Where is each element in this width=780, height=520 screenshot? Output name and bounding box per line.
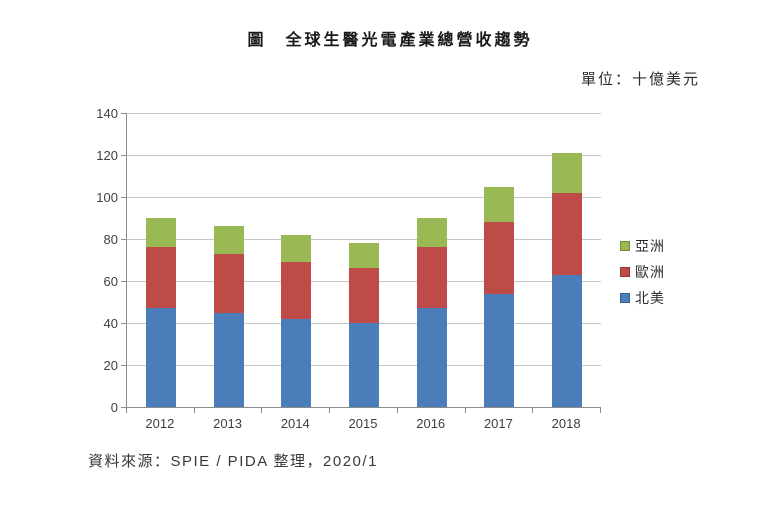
x-tick-label-2014: 2014 — [280, 416, 310, 431]
x-tick-mark-4 — [397, 408, 398, 413]
y-tick-mark-20 — [121, 365, 126, 366]
y-tick-label-40: 40 — [103, 316, 118, 331]
gridline-y80 — [127, 239, 601, 240]
x-tick-mark-0 — [126, 408, 127, 413]
x-tick-label-2016: 2016 — [416, 416, 446, 431]
bar-segment-亞洲-2016 — [416, 218, 447, 248]
y-tick-mark-140 — [121, 113, 126, 114]
gridline-y100 — [127, 197, 601, 198]
legend-item-亞洲: 亞洲 — [620, 233, 665, 259]
bar-segment-亞洲-2017 — [484, 186, 515, 223]
x-tick-mark-2 — [261, 408, 262, 413]
y-tick-label-80: 80 — [103, 232, 118, 247]
unit-label: 單位：十億美元 — [580, 71, 700, 88]
y-tick-label-120: 120 — [96, 148, 118, 163]
bar-segment-歐洲-2013 — [213, 253, 244, 313]
x-tick-label-2018: 2018 — [551, 416, 581, 431]
legend-swatch-icon — [620, 241, 630, 251]
bar-segment-亞洲-2015 — [349, 243, 379, 269]
x-tick-label-2013: 2013 — [213, 416, 243, 431]
legend-label-北美: 北美 — [635, 290, 665, 306]
bar-segment-亞洲-2014 — [281, 234, 312, 263]
chart-legend: 亞洲 歐洲 北美 — [620, 233, 665, 311]
y-tick-label-100: 100 — [96, 190, 118, 205]
y-tick-mark-40 — [121, 323, 126, 324]
gridline-y140 — [127, 113, 601, 114]
bar-segment-歐洲-2017 — [484, 222, 515, 294]
x-tick-mark-5 — [465, 408, 466, 413]
y-tick-label-60: 60 — [103, 274, 118, 289]
bar-segment-北美-2016 — [416, 308, 447, 407]
y-tick-label-0: 0 — [110, 400, 118, 415]
legend-swatch-icon — [620, 293, 630, 303]
bar-segment-北美-2017 — [484, 293, 515, 407]
x-tick-label-2015: 2015 — [348, 416, 378, 431]
bar-segment-歐洲-2018 — [552, 192, 583, 275]
y-tick-mark-0 — [121, 407, 126, 408]
legend-item-北美: 北美 — [620, 285, 665, 311]
y-tick-mark-80 — [121, 239, 126, 240]
plot-area — [126, 113, 601, 408]
source-note: 資料來源：SPIE / PIDA 整理，2020/1 — [88, 453, 378, 470]
bar-segment-亞洲-2012 — [145, 218, 176, 248]
y-tick-mark-100 — [121, 197, 126, 198]
bar-segment-歐洲-2016 — [416, 247, 447, 309]
gridline-y120 — [127, 155, 601, 156]
bar-segment-歐洲-2014 — [281, 262, 312, 319]
bar-segment-北美-2012 — [145, 308, 176, 407]
x-tick-mark-3 — [329, 408, 330, 413]
y-tick-mark-60 — [121, 281, 126, 282]
legend-item-歐洲: 歐洲 — [620, 259, 665, 285]
x-tick-mark-7 — [600, 408, 601, 413]
bar-segment-北美-2015 — [349, 323, 379, 407]
bar-segment-亞洲-2018 — [552, 152, 583, 193]
x-tick-label-2017: 2017 — [483, 416, 513, 431]
legend-label-亞洲: 亞洲 — [635, 238, 665, 254]
x-tick-label-2012: 2012 — [145, 416, 175, 431]
bar-segment-北美-2018 — [552, 274, 583, 407]
bar-segment-歐洲-2012 — [145, 247, 176, 309]
x-tick-mark-1 — [194, 408, 195, 413]
bar-segment-北美-2014 — [281, 318, 312, 407]
x-tick-mark-6 — [532, 408, 533, 413]
y-tick-mark-120 — [121, 155, 126, 156]
bar-segment-北美-2013 — [213, 312, 244, 407]
legend-label-歐洲: 歐洲 — [635, 264, 665, 280]
bar-segment-亞洲-2013 — [213, 226, 244, 254]
y-tick-label-140: 140 — [96, 106, 118, 121]
chart-title: 圖 全球生醫光電產業總營收趨勢 — [247, 32, 533, 49]
legend-swatch-icon — [620, 267, 630, 277]
y-tick-label-20: 20 — [103, 358, 118, 373]
bar-segment-歐洲-2015 — [349, 268, 379, 323]
